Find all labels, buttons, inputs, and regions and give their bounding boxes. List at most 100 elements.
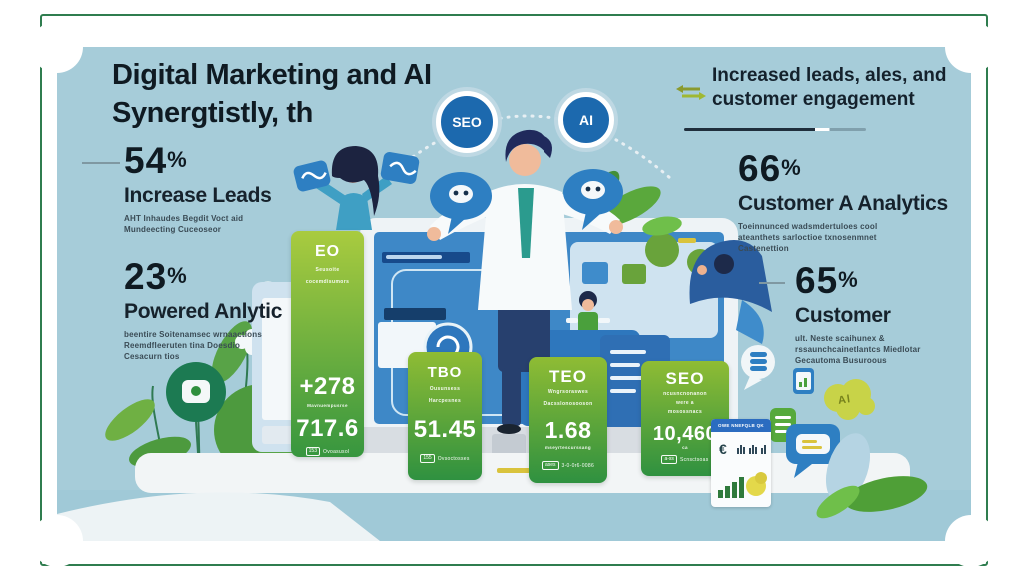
stat-value: 65 — [795, 260, 839, 301]
outer-green-frame — [40, 14, 988, 566]
card-subtext: Dacsslonosooson — [543, 401, 593, 407]
card-metric-subtext: ca — [682, 445, 688, 450]
stat-desc: Toeinnunced wadsmdertuloes cool ateanthe… — [738, 222, 878, 253]
stat-customer: 65% Customer ult. Neste scaihunex & rssa… — [759, 260, 985, 366]
mini-analytics-card: OWE NNEFQLB QK € — [711, 419, 771, 507]
right-icons — [741, 345, 928, 519]
stat-label: Customer — [795, 304, 891, 327]
card-subtext: Harcpesnes — [428, 398, 462, 404]
database-icon — [750, 352, 767, 371]
metric-card-tbo: TBO Ousunsess Harcpesnes 51.45 155 Ovsoc… — [408, 352, 482, 480]
badge-box: a-ss — [661, 455, 677, 464]
metric-card-eo: EO Seusoite cocemdisumors +278 Mavnuempu… — [291, 231, 364, 457]
stat-label: Increase Leads — [124, 184, 272, 207]
stat-desc: ult. Neste scaihunex & rssaunchcainetlan… — [795, 334, 921, 365]
stat-desc: AHT Inhaudes Begdit Voct aid Mundeecting… — [124, 214, 244, 234]
benefit-text: Increased leads, ales, and customer enga… — [712, 64, 962, 112]
stat-desc: beentire Soitenamsec wrnaactions Reemdfl… — [124, 330, 263, 361]
stat-dash — [759, 282, 785, 284]
card-subtext: Wngrsoraswes — [547, 389, 589, 395]
badge-text: 3-0-0r6-0086 — [561, 462, 595, 469]
ai-node-label: AI — [579, 112, 593, 128]
blue-leaf — [825, 433, 871, 503]
corner-notch — [945, 21, 997, 73]
benefit-line-2: customer engagement — [712, 89, 915, 110]
badge-text: Ovsoctosses — [437, 455, 470, 462]
stat-customer-analytics: 66% Customer A Analytics Toeinnunced wad… — [738, 148, 968, 254]
double-arrow-icon — [676, 85, 706, 100]
screen-mini-person — [566, 291, 610, 334]
chip-chart-icon — [793, 368, 814, 394]
card-title: EO — [314, 243, 341, 260]
percent-sign: % — [167, 147, 188, 172]
ai-blob — [824, 379, 875, 420]
percent-sign: % — [167, 263, 188, 288]
badge-text: Scnsctsoas — [679, 456, 709, 463]
card-badge-row: 155 Ovsoctosses — [408, 454, 482, 463]
robot-bubble-right — [563, 169, 623, 230]
ai-node: AI — [558, 92, 614, 148]
card-badge-row: 153 Ovoasusol — [291, 447, 364, 456]
card-subtext: cocemdisumors — [305, 279, 350, 285]
percent-sign: % — [838, 267, 859, 292]
card-metric: 717.6 — [296, 415, 359, 442]
badge-text: Ovoasusol — [323, 448, 350, 455]
chat-bubble-icon — [786, 424, 840, 478]
title-line-2: Synergtistly, th — [112, 97, 313, 129]
benefit-line-1: Increased leads, ales, and — [712, 65, 947, 86]
stat-value: 54 — [124, 140, 168, 181]
card-badge-row: ases 3-0-0r6-0086 — [529, 461, 607, 470]
seo-node-label: SEO — [452, 114, 482, 130]
woman-figure — [293, 146, 420, 230]
stat-dash — [82, 162, 120, 164]
mini-column-icons — [737, 445, 766, 454]
corner-notch — [31, 515, 83, 567]
stat-powered-anlytic: 23% Powered Anlytic beentire Soitenamsec… — [124, 256, 364, 362]
robot-bubble-left — [430, 172, 492, 234]
percent-sign: % — [781, 155, 802, 180]
card-title: TBO — [427, 364, 463, 381]
card-metric-subtext: Mavnuempusrse — [307, 403, 348, 408]
card-subtext: ncusncnonanon — [663, 391, 707, 397]
card-metric: +278 — [299, 373, 356, 400]
title-line-1: Digital Marketing and AI — [112, 59, 432, 91]
card-metric: 1.68 — [544, 417, 592, 443]
page-title: Digital Marketing and AI Synergtistly, t… — [112, 56, 532, 132]
dotted-arc — [380, 114, 672, 184]
right-bending-person — [687, 240, 772, 344]
benefit-underline — [684, 128, 866, 131]
card-title: TEO — [549, 367, 587, 386]
seo-node: SEO — [436, 91, 498, 153]
leaf — [816, 485, 860, 519]
card-metric: 10,460 — [652, 423, 718, 445]
mini-card-graphics — [718, 445, 767, 498]
man-figure — [427, 129, 623, 434]
card-subtext: mosossnacs — [667, 409, 703, 415]
card-title: SEO — [665, 369, 705, 388]
mini-bar-chart — [718, 477, 744, 498]
card-subtext: Ousunsess — [429, 386, 461, 392]
leaf — [844, 476, 928, 512]
corner-notch — [31, 21, 83, 73]
corner-notch — [945, 515, 997, 567]
leaf — [642, 216, 682, 236]
stat-label: Powered Anlytic — [124, 300, 283, 323]
ai-blob-label: Al — [837, 393, 852, 407]
euro-symbol: € — [719, 441, 727, 457]
card-subtext: Seusoite — [315, 267, 340, 273]
camera-icon — [191, 386, 201, 396]
stat-increase-leads: 54% Increase Leads AHT Inhaudes Begdit V… — [82, 140, 354, 235]
stat-label: Customer A Analytics — [738, 192, 948, 215]
card-metric: 51.45 — [413, 416, 477, 443]
badge-box: ases — [541, 461, 559, 470]
mini-card-header: OWE NNEFQLB QK — [711, 419, 771, 432]
card-badge-row: a-ss Scnsctsoas — [641, 455, 729, 464]
stat-value: 66 — [738, 148, 782, 189]
stat-value: 23 — [124, 256, 168, 297]
metric-card-teo: TEO Wngrsoraswes Dacsslonosooson 1.68 ms… — [529, 357, 607, 483]
badge-box: 155 — [420, 454, 435, 463]
badge-box: 153 — [305, 447, 320, 456]
card-metric-subtext: mseyrtescurssang — [544, 445, 592, 450]
card-subtext: were a — [676, 400, 694, 406]
